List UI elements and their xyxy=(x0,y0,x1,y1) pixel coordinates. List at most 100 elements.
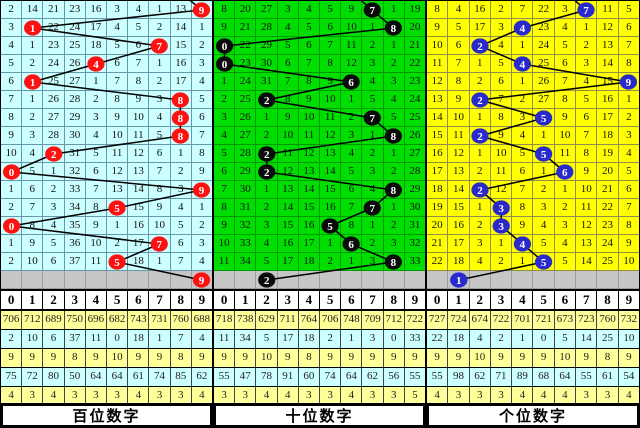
stat-cell: 760 xyxy=(597,311,619,329)
trend-cell: 9 xyxy=(128,91,150,109)
trend-cell: 8 xyxy=(618,217,639,235)
stat-cell: 3 xyxy=(384,387,405,403)
trend-cell xyxy=(554,163,577,181)
trend-cell: 4 xyxy=(191,253,213,271)
trend-cell: 14 xyxy=(597,55,619,73)
trend-cell: 7 xyxy=(85,181,108,199)
trend-cell: 1 xyxy=(191,199,213,217)
stat-cell: 74 xyxy=(149,368,171,386)
stat-cell: 721 xyxy=(533,311,555,329)
stat-cell: 4 xyxy=(199,332,205,344)
trend-cell: 7 xyxy=(1,91,23,109)
trend-cell: 9 xyxy=(618,235,639,253)
drawn-digit-label: 9 xyxy=(199,275,205,287)
trend-cell: 1 xyxy=(1,181,23,199)
trend-cell: 11 xyxy=(128,127,150,145)
trend-cell: 9 xyxy=(191,163,213,181)
trend-cell: 1 xyxy=(512,73,534,91)
trend-cell: 12 xyxy=(341,55,363,73)
trend-cell: 34 xyxy=(235,253,257,271)
drawn-digit-circle xyxy=(150,236,168,252)
trend-cell: 14 xyxy=(298,181,321,199)
trend-cell: 1 xyxy=(149,55,171,73)
stat-cell: 9 xyxy=(22,349,44,367)
forecast-cell xyxy=(22,271,44,289)
trend-cell: 3 xyxy=(1,19,23,37)
trend-cell: 4 xyxy=(554,19,577,37)
trend-cell: 25 xyxy=(43,73,65,91)
trend-cell: 8 xyxy=(320,55,342,73)
stat-cell: 8 xyxy=(597,349,619,367)
drawn-digit-label: 6 xyxy=(348,239,354,251)
trend-cell: 9 xyxy=(341,1,363,19)
trend-cell xyxy=(490,217,513,235)
trend-cell: 7 xyxy=(22,199,44,217)
trend-cell: 7 xyxy=(448,55,470,73)
drawn-digit-circle xyxy=(471,128,489,144)
drawn-digit-circle xyxy=(342,236,360,252)
forecast-cell xyxy=(576,271,598,289)
trend-cell: 11 xyxy=(320,109,342,127)
trend-cell: 1 xyxy=(341,91,363,109)
trend-cell: 3 xyxy=(554,1,577,19)
stat-cell: 4 xyxy=(427,387,449,403)
stat-cell: 9 xyxy=(235,349,257,367)
stat-cell: 682 xyxy=(107,311,129,329)
trend-cell: 1 xyxy=(43,163,65,181)
stat-cell: 8 xyxy=(65,349,86,367)
digit-header-cell: 6 xyxy=(128,291,150,309)
stat-cell: 9 xyxy=(199,351,205,363)
trend-cell: 1 xyxy=(341,253,363,271)
stat-cell: 738 xyxy=(235,311,257,329)
trend-row: 2 7 3 34 8 15 9 4 1 xyxy=(1,199,213,217)
trend-cell: 4 xyxy=(277,19,299,37)
trend-cell xyxy=(191,1,213,19)
drawn-digit-circle xyxy=(513,56,532,72)
forecast-cell xyxy=(490,271,513,289)
trend-cell: 8 xyxy=(554,91,577,109)
drawn-digit-label: 4 xyxy=(520,23,526,35)
trend-cell: 6 xyxy=(170,235,192,253)
trend-cell: 2 xyxy=(191,217,213,235)
trend-cell: 6 xyxy=(149,145,171,163)
stat-cell: 706 xyxy=(320,311,342,329)
digit-header-cell: 8 xyxy=(171,291,192,309)
stat-cell: 706 xyxy=(1,311,23,329)
trend-cell: 25 xyxy=(64,37,86,55)
trend-cell: 16 xyxy=(320,199,342,217)
stat-cell: 701 xyxy=(512,311,534,329)
trend-cell: 6 xyxy=(618,19,639,37)
trend-cell: 3 xyxy=(362,253,384,271)
trend-cell: 5 xyxy=(149,127,171,145)
drawn-digit-circle xyxy=(384,182,402,198)
drawn-digit-circle xyxy=(2,218,21,234)
trend-row: 8 4 16 2 7 22 3 11 5 xyxy=(427,1,639,19)
trend-cell: 5 xyxy=(618,1,639,19)
stat-row-total-hundreds: 706 712 689 750 696 682 743 731 760 688 xyxy=(1,311,212,330)
trend-cell: 6 xyxy=(554,55,577,73)
drawn-digit-label: 5 xyxy=(541,113,547,125)
trend-cell: 3 xyxy=(256,217,278,235)
stat-cell: 696 xyxy=(86,311,108,329)
trend-cell: 7 xyxy=(298,55,321,73)
trend-cell: 21 xyxy=(597,181,619,199)
trend-cell: 1 xyxy=(256,109,278,127)
drawn-digit-label: 3 xyxy=(498,203,504,215)
trend-cell xyxy=(469,91,491,109)
drawn-digit-label: 5 xyxy=(114,203,120,215)
stat-cell: 3 xyxy=(470,387,491,403)
trend-cell: 23 xyxy=(235,55,257,73)
trend-cell xyxy=(362,109,384,127)
drawn-digit-circle xyxy=(513,236,532,252)
trend-cell: 14 xyxy=(128,181,150,199)
stat-cell: 743 xyxy=(128,311,150,329)
trend-cell: 7 xyxy=(277,73,299,91)
trend-cell xyxy=(533,109,555,127)
stat-cell: 3 xyxy=(576,387,598,403)
stat-cell: 724 xyxy=(448,311,470,329)
trend-cell: 2 xyxy=(256,127,278,145)
stat-cell: 8 xyxy=(171,349,192,367)
stat-cell: 4 xyxy=(512,387,534,403)
trend-cell: 2 xyxy=(191,37,213,55)
